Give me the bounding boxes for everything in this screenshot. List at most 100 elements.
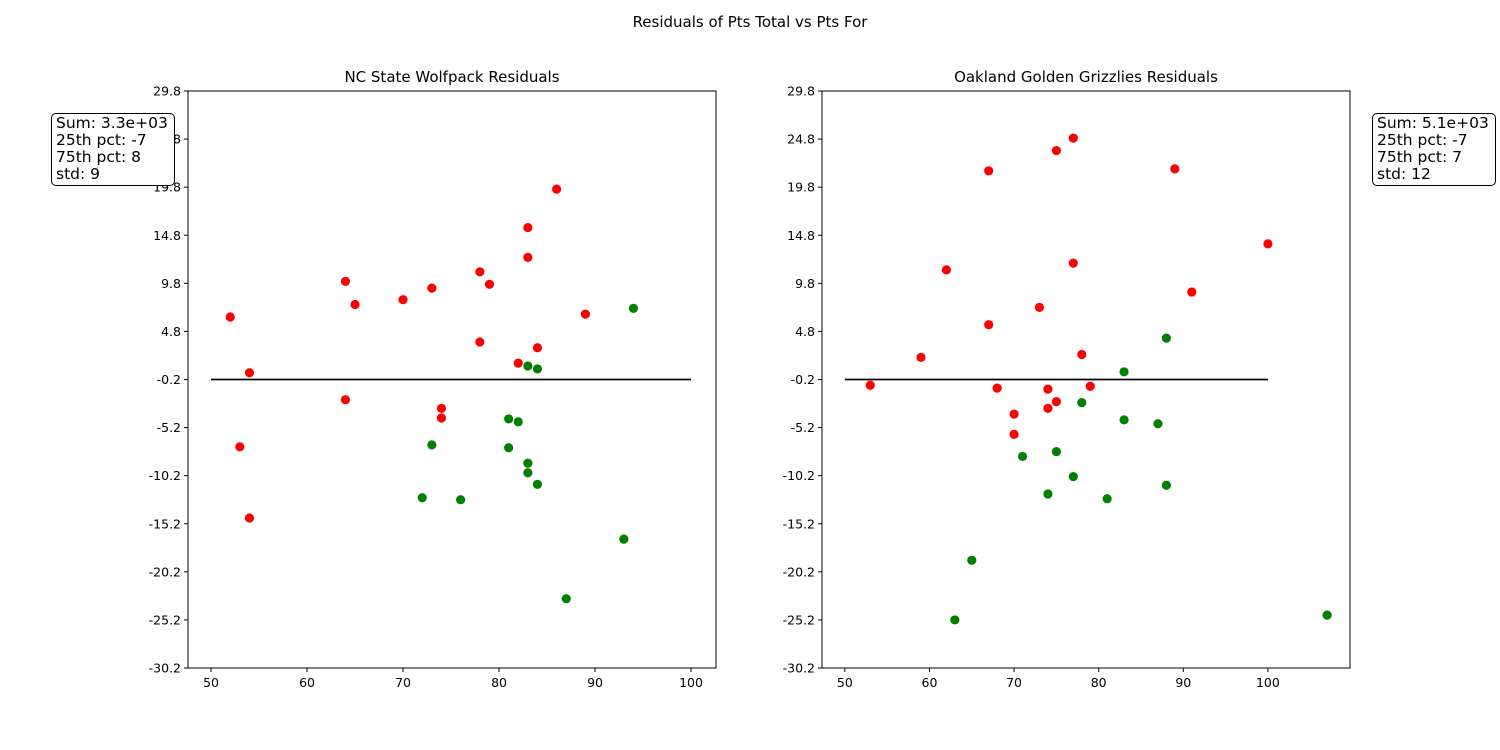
data-point bbox=[992, 383, 1002, 393]
data-point bbox=[436, 403, 447, 413]
data-point bbox=[1119, 367, 1129, 377]
y-tick-label: 4.8 bbox=[795, 324, 815, 339]
stats-box-oakland: Sum: 5.1e+03 25th pct: -7 75th pct: 7 st… bbox=[1372, 113, 1496, 186]
y-tick-label: 24.8 bbox=[787, 132, 815, 147]
x-tick-label: 70 bbox=[1006, 675, 1022, 690]
stats-box-nc-state: Sum: 3.3e+03 25th pct: -7 75th pct: 8 st… bbox=[51, 113, 175, 186]
data-point bbox=[1051, 397, 1061, 407]
data-point bbox=[504, 414, 514, 424]
x-tick-label: 80 bbox=[491, 675, 507, 690]
data-point bbox=[984, 320, 994, 330]
y-tick-label: 29.8 bbox=[787, 84, 815, 99]
data-point bbox=[1043, 384, 1053, 394]
data-point bbox=[1068, 472, 1078, 482]
data-point bbox=[523, 458, 533, 468]
data-point bbox=[1043, 489, 1053, 499]
data-point bbox=[523, 222, 533, 233]
data-point bbox=[967, 555, 977, 565]
y-tick-label: -15.2 bbox=[783, 516, 815, 531]
y-tick-label: -15.2 bbox=[149, 516, 181, 531]
axes-frame bbox=[821, 90, 1351, 669]
y-tick-label: 4.8 bbox=[161, 324, 181, 339]
x-tick-label: 90 bbox=[1175, 675, 1191, 690]
data-point bbox=[340, 276, 351, 287]
stats-sum: Sum: 5.1e+03 bbox=[1377, 114, 1489, 132]
y-tick-label: 9.8 bbox=[795, 276, 815, 291]
panel-nc-state: NC State Wolfpack Residuals 50 60 70 80 90 100… bbox=[149, 68, 717, 690]
y-tick-label: 9.8 bbox=[161, 276, 181, 291]
data-point bbox=[513, 417, 523, 427]
data-point bbox=[523, 468, 533, 478]
stats-std: std: 9 bbox=[56, 165, 101, 183]
data-point bbox=[561, 594, 571, 604]
data-point bbox=[427, 440, 437, 450]
data-point bbox=[1009, 429, 1019, 439]
y-tick-label: -20.2 bbox=[149, 564, 181, 579]
data-point bbox=[865, 380, 875, 390]
data-point bbox=[552, 184, 562, 194]
data-point bbox=[1161, 480, 1171, 490]
data-point bbox=[1077, 349, 1087, 360]
y-tick-label: -25.2 bbox=[149, 612, 181, 627]
data-point bbox=[580, 309, 591, 319]
stats-25th-pct: 25th pct: -7 bbox=[1377, 131, 1468, 149]
x-tick-label: 80 bbox=[1091, 675, 1107, 690]
y-tick-label: 29.8 bbox=[153, 84, 181, 99]
y-tick-label: -20.2 bbox=[783, 564, 815, 579]
data-point bbox=[1153, 419, 1163, 429]
data-point bbox=[1051, 447, 1061, 457]
data-point bbox=[244, 368, 255, 378]
data-point bbox=[436, 413, 447, 423]
data-point bbox=[1077, 397, 1087, 408]
data-point bbox=[1322, 610, 1332, 620]
y-tick-label: -30.2 bbox=[783, 661, 815, 676]
data-point bbox=[398, 295, 408, 305]
x-tick-label: 100 bbox=[679, 675, 703, 690]
data-point bbox=[340, 395, 351, 405]
data-point bbox=[1068, 258, 1078, 268]
axes-title: Oakland Golden Grizzlies Residuals bbox=[954, 68, 1218, 86]
y-tick-label: -0.2 bbox=[157, 372, 181, 387]
data-point bbox=[1068, 133, 1078, 143]
x-tick-label: 60 bbox=[922, 675, 938, 690]
axes-title: NC State Wolfpack Residuals bbox=[344, 68, 559, 86]
stats-std: std: 12 bbox=[1377, 165, 1431, 183]
panel-oakland: Oakland Golden Grizzlies Residuals 50 60 70… bbox=[783, 68, 1351, 690]
x-tick-label: 50 bbox=[837, 675, 853, 690]
y-tick-label: -30.2 bbox=[149, 661, 181, 676]
y-tick-label: -5.2 bbox=[157, 420, 181, 435]
data-point bbox=[1043, 403, 1053, 413]
data-point bbox=[984, 166, 994, 176]
data-point bbox=[523, 361, 533, 371]
x-tick-label: 90 bbox=[587, 675, 603, 690]
data-point bbox=[350, 299, 360, 310]
data-point bbox=[532, 479, 543, 489]
data-point bbox=[532, 343, 543, 353]
data-point bbox=[1119, 415, 1129, 425]
data-point bbox=[235, 442, 245, 452]
data-point bbox=[417, 493, 427, 503]
data-point bbox=[427, 283, 437, 293]
stats-75th-pct: 75th pct: 8 bbox=[56, 148, 142, 166]
data-point bbox=[1009, 409, 1019, 419]
x-tick-label: 100 bbox=[1256, 675, 1280, 690]
y-tick-label: 19.8 bbox=[787, 180, 815, 195]
y-tick-label: 14.8 bbox=[153, 228, 181, 243]
axes-frame bbox=[187, 90, 717, 669]
data-point bbox=[950, 615, 960, 625]
data-point bbox=[475, 267, 485, 277]
data-point bbox=[628, 303, 639, 313]
y-tick-label: -5.2 bbox=[791, 420, 815, 435]
data-point bbox=[475, 337, 485, 347]
data-point bbox=[244, 513, 255, 523]
data-point bbox=[523, 252, 533, 262]
data-point bbox=[619, 534, 629, 544]
y-tick-label: -10.2 bbox=[783, 468, 815, 483]
data-point bbox=[504, 443, 514, 453]
data-point bbox=[513, 358, 523, 368]
data-point bbox=[916, 352, 926, 362]
y-tick-label: -10.2 bbox=[149, 468, 181, 483]
stats-75th-pct: 75th pct: 7 bbox=[1377, 148, 1463, 166]
data-point bbox=[225, 312, 235, 322]
